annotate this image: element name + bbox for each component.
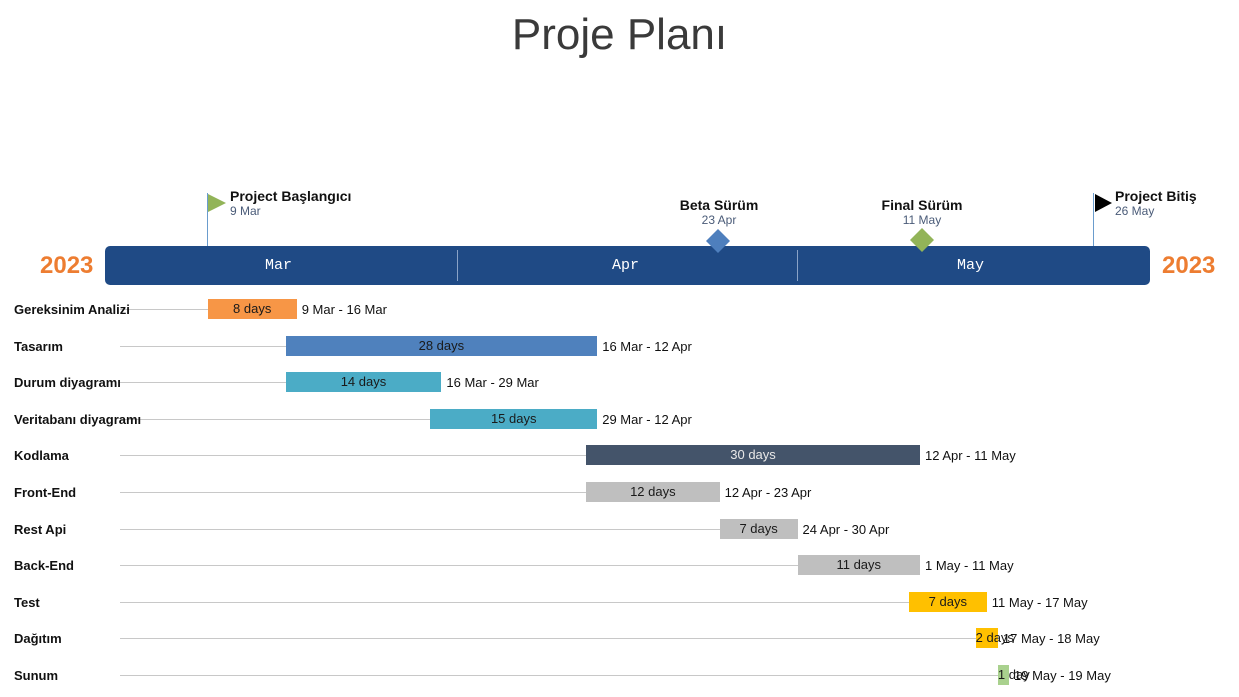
task-date-range: 12 Apr - 11 May bbox=[924, 448, 1016, 464]
task-date-range: 19 May - 19 May bbox=[1014, 668, 1111, 683]
milestone-final: Final Sürüm 11 May bbox=[862, 197, 982, 227]
task-bar[interactable]: 12 days bbox=[586, 482, 720, 502]
milestone-date: 23 Apr bbox=[701, 213, 737, 227]
milestone-title: Beta Sürüm bbox=[679, 197, 759, 213]
chart-title: Proje Planı bbox=[511, 10, 728, 59]
month-label-apr: Apr bbox=[612, 257, 640, 274]
milestone-end: Project Bitiş 26 May bbox=[1115, 188, 1197, 218]
task-label: Sunum bbox=[14, 668, 59, 683]
month-separator bbox=[797, 250, 798, 281]
task-bar[interactable]: 30 days bbox=[586, 445, 920, 466]
timeline-band: Mar Apr May bbox=[105, 246, 1150, 285]
task-label: Durum diyagramı bbox=[14, 375, 121, 391]
task-date-range: 24 Apr - 30 Apr bbox=[802, 521, 890, 537]
task-guide-line bbox=[120, 565, 798, 567]
milestone-date: 11 May bbox=[902, 213, 942, 227]
year-label-right: 2023 bbox=[1162, 252, 1216, 279]
task-date-range: 12 Apr - 23 Apr bbox=[724, 485, 812, 500]
task-label: Gereksinim Analizi bbox=[14, 302, 130, 317]
task-guide-line bbox=[120, 382, 286, 384]
milestone-beta: Beta Sürüm 23 Apr bbox=[659, 197, 779, 227]
task-label: Kodlama bbox=[14, 448, 69, 464]
task-date-range: 1 May - 11 May bbox=[924, 558, 1014, 574]
task-label: Front-End bbox=[14, 485, 77, 500]
task-date-range: 16 Mar - 29 Mar bbox=[446, 375, 539, 391]
month-label-may: May bbox=[957, 257, 985, 274]
task-bar[interactable]: 7 days bbox=[719, 518, 798, 539]
milestone-start-line bbox=[207, 193, 208, 246]
flag-icon bbox=[1095, 194, 1112, 212]
milestone-end-line bbox=[1093, 193, 1094, 246]
task-date-range: 9 Mar - 16 Mar bbox=[301, 302, 387, 317]
task-guide-line bbox=[120, 638, 976, 640]
task-bar[interactable]: 1 day bbox=[997, 665, 1030, 685]
task-guide-line bbox=[120, 345, 286, 347]
diamond-icon bbox=[910, 228, 934, 252]
flag-icon bbox=[208, 194, 226, 212]
milestone-title: Final Sürüm bbox=[881, 197, 963, 213]
task-bar[interactable]: 15 days bbox=[430, 408, 598, 429]
milestone-start: Project Başlangıcı 9 Mar bbox=[230, 188, 351, 218]
task-guide-line bbox=[120, 309, 208, 310]
task-date-range: 29 Mar - 12 Apr bbox=[602, 411, 692, 427]
task-guide-line bbox=[120, 675, 998, 676]
task-label: Dağıtım bbox=[14, 631, 62, 647]
task-guide-line bbox=[120, 601, 909, 603]
task-bar[interactable]: 28 days bbox=[285, 335, 598, 356]
task-label: Test bbox=[14, 594, 40, 610]
task-label: Tasarım bbox=[14, 338, 63, 354]
task-label: Veritabanı diyagramı bbox=[14, 411, 142, 427]
task-guide-line bbox=[120, 418, 431, 420]
month-separator bbox=[457, 250, 458, 281]
task-label: Rest Api bbox=[14, 521, 67, 537]
task-bar[interactable]: 2 days bbox=[975, 628, 1014, 649]
task-bar[interactable]: 7 days bbox=[908, 591, 987, 612]
month-label-mar: Mar bbox=[265, 257, 293, 274]
year-label-left: 2023 bbox=[40, 252, 94, 279]
milestone-date: 9 Mar bbox=[230, 204, 261, 218]
milestone-date: 26 May bbox=[1115, 204, 1155, 218]
task-guide-line bbox=[120, 455, 587, 457]
task-bar[interactable]: 14 days bbox=[285, 372, 442, 393]
task-date-range: 11 May - 17 May bbox=[991, 594, 1088, 610]
milestone-title: Project Bitiş bbox=[1115, 188, 1197, 204]
task-guide-line bbox=[120, 528, 720, 530]
task-guide-line bbox=[120, 492, 587, 493]
diamond-icon bbox=[706, 229, 730, 253]
task-date-range: 16 Mar - 12 Apr bbox=[602, 338, 692, 354]
task-bar[interactable]: 8 days bbox=[207, 299, 297, 319]
task-bar[interactable]: 11 days bbox=[797, 555, 920, 576]
task-date-range: 17 May - 18 May bbox=[1002, 631, 1100, 647]
milestone-title: Project Başlangıcı bbox=[230, 188, 352, 204]
task-label: Back-End bbox=[14, 558, 74, 574]
